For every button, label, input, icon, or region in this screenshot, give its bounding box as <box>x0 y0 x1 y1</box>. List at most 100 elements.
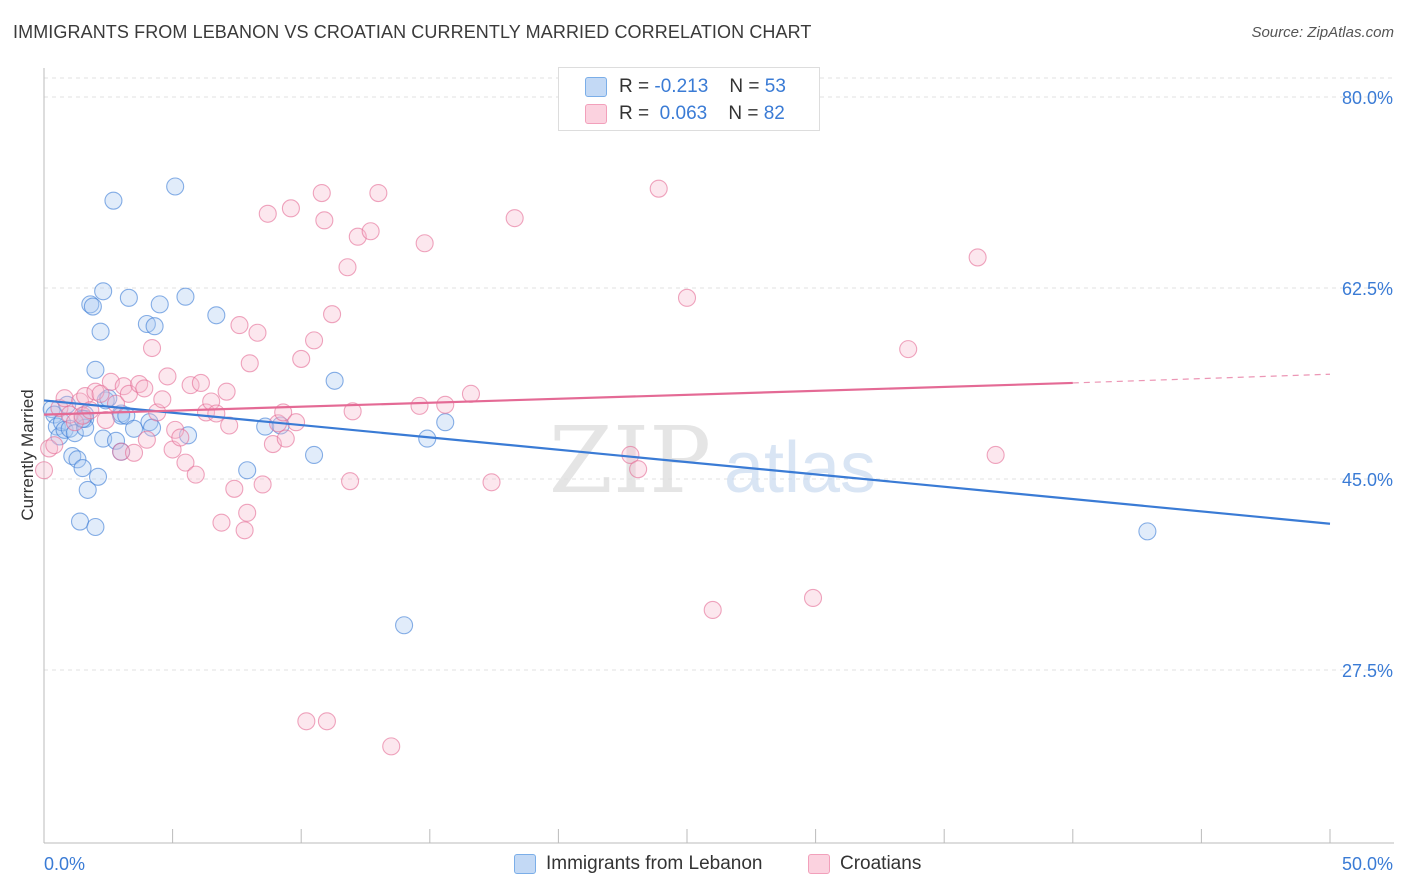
point-croatians <box>191 373 210 392</box>
source-label: Source: ZipAtlas.com <box>1251 24 1394 41</box>
point-croatians <box>317 712 336 731</box>
bottom-legend-label-croatians: Croatians <box>840 853 922 874</box>
point-croatians <box>45 436 64 455</box>
legend-r-value-croatians: 0.063 <box>659 103 708 124</box>
point-croatians <box>135 379 154 398</box>
point-croatians <box>96 411 115 430</box>
point-lebanon <box>207 306 226 325</box>
point-croatians <box>253 475 272 494</box>
point-lebanon <box>119 288 138 307</box>
legend-box: R = -0.213 N = 53 R = 0.063 N = 82 <box>558 67 820 131</box>
point-lebanon <box>395 616 414 635</box>
point-croatians <box>436 395 455 414</box>
point-croatians <box>171 428 190 447</box>
data-points <box>34 177 1157 756</box>
legend-n-label: N = <box>729 76 760 97</box>
point-lebanon <box>86 360 105 379</box>
point-croatians <box>276 429 295 448</box>
point-croatians <box>305 331 324 350</box>
series-lebanon <box>42 177 1157 635</box>
legend-n-value-croatians: 82 <box>763 103 785 124</box>
point-croatians <box>220 416 239 435</box>
y-axis-label: Currently Married <box>18 389 37 520</box>
point-lebanon <box>68 450 87 469</box>
y-tick-label: 62.5% <box>1342 279 1393 299</box>
point-croatians <box>505 209 524 228</box>
point-lebanon <box>124 419 144 438</box>
point-lebanon <box>88 467 108 486</box>
legend-swatch-croatians <box>585 104 607 124</box>
point-croatians <box>248 323 267 342</box>
trend-line-croatians-extension <box>1072 373 1331 384</box>
point-lebanon <box>73 459 92 478</box>
point-croatians <box>207 404 226 423</box>
trend-lines <box>43 373 1331 525</box>
point-lebanon <box>104 191 123 210</box>
point-croatians <box>225 479 244 498</box>
point-lebanon <box>305 445 324 465</box>
point-lebanon <box>1138 522 1157 541</box>
tick-labels: 27.5% 45.0% 62.5% 80.0% 0.0% 50.0% <box>44 88 1393 874</box>
legend-r-value-lebanon: -0.213 <box>654 76 709 97</box>
x-tick-label: 0.0% <box>44 854 85 874</box>
point-croatians <box>803 588 823 608</box>
legend-r-label: R = <box>619 103 650 124</box>
point-croatians <box>312 183 331 203</box>
trend-line-lebanon <box>43 399 1331 525</box>
point-croatians <box>124 443 144 462</box>
point-croatians <box>292 349 311 368</box>
point-croatians <box>410 396 429 415</box>
point-croatians <box>649 179 668 198</box>
point-croatians <box>323 305 342 324</box>
point-croatians <box>137 430 156 449</box>
point-croatians <box>217 382 236 401</box>
y-tick-label: 27.5% <box>1342 661 1393 681</box>
legend-row-lebanon: R = -0.213 N = 53 <box>585 75 786 99</box>
point-croatians <box>482 473 501 492</box>
point-croatians <box>212 513 231 532</box>
point-croatians <box>142 338 162 358</box>
point-croatians <box>629 460 648 479</box>
bottom-legend-label-lebanon: Immigrants from Lebanon <box>546 853 763 874</box>
legend-swatch-lebanon <box>585 77 607 97</box>
point-croatians <box>461 384 481 403</box>
point-lebanon <box>94 282 113 301</box>
chart-title: IMMIGRANTS FROM LEBANON VS CROATIAN CURR… <box>13 22 812 42</box>
point-lebanon <box>81 295 100 314</box>
point-croatians <box>40 439 59 458</box>
point-lebanon <box>86 517 105 537</box>
watermark-zip: ZIP <box>549 407 711 514</box>
point-lebanon <box>166 177 185 196</box>
point-lebanon <box>150 295 169 314</box>
point-croatians <box>338 258 357 277</box>
point-lebanon <box>106 431 126 450</box>
point-lebanon <box>176 287 195 306</box>
point-croatians <box>968 248 987 267</box>
point-croatians <box>677 288 697 307</box>
point-croatians <box>235 521 254 540</box>
point-lebanon <box>238 461 257 480</box>
point-croatians <box>153 390 172 409</box>
point-croatians <box>343 402 362 421</box>
y-tick-label: 45.0% <box>1342 470 1393 490</box>
y-tick-label: 80.0% <box>1342 88 1393 108</box>
point-lebanon <box>91 322 110 341</box>
point-croatians <box>55 389 74 408</box>
bottom-legend-swatch-lebanon <box>514 854 536 874</box>
watermark: ZIP atlas <box>549 407 876 514</box>
point-croatians <box>112 442 131 461</box>
point-croatians <box>287 413 306 432</box>
point-lebanon <box>145 317 164 336</box>
point-croatians <box>703 600 722 620</box>
x-tick-label: 50.0% <box>1342 854 1393 874</box>
point-lebanon <box>436 413 455 432</box>
point-croatians <box>186 465 205 484</box>
point-croatians <box>899 340 918 359</box>
point-croatians <box>986 445 1005 465</box>
point-lebanon <box>325 371 344 390</box>
point-croatians <box>34 461 54 480</box>
gridlines <box>44 77 1394 671</box>
point-croatians <box>240 354 259 373</box>
legend-n-label: N = <box>728 103 759 124</box>
